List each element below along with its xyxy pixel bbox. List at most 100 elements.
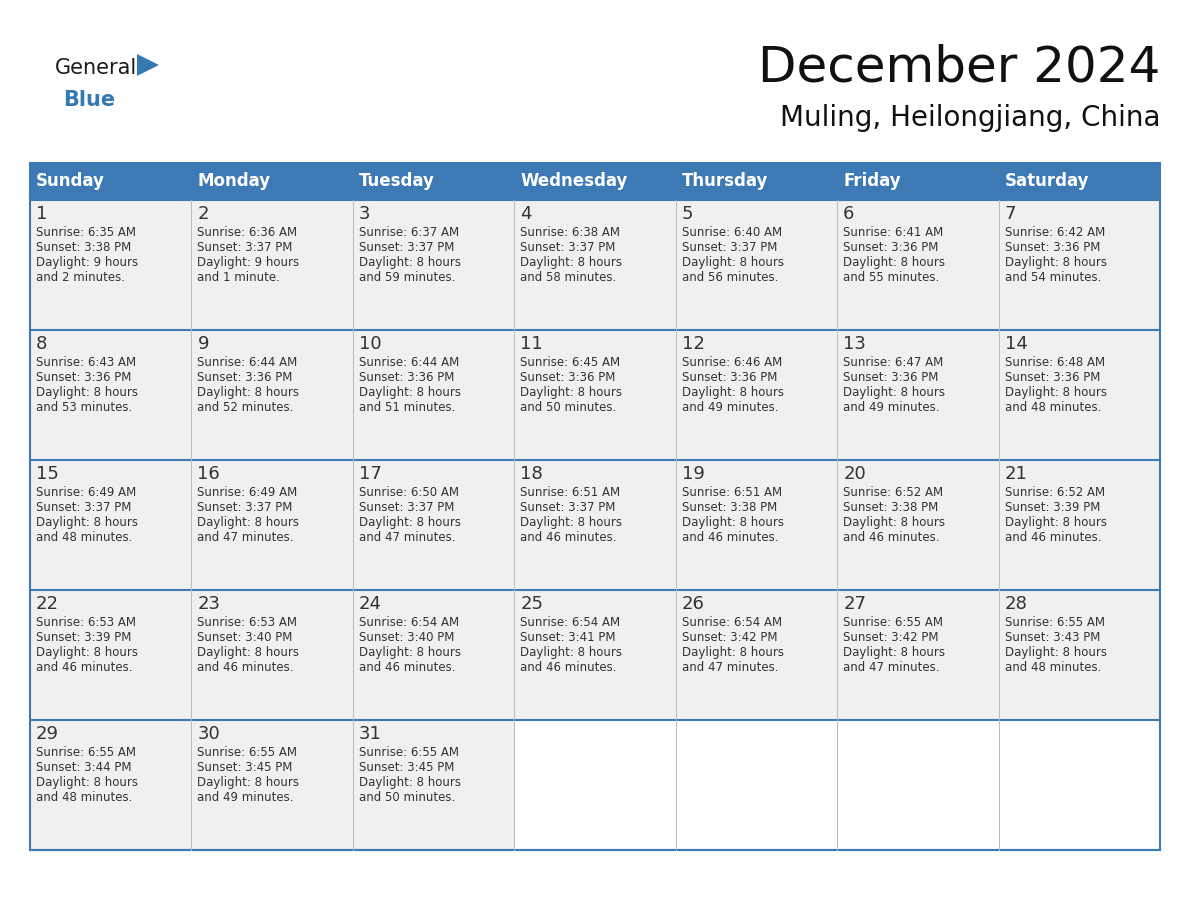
Text: and 56 minutes.: and 56 minutes. (682, 271, 778, 284)
Text: Sunset: 3:44 PM: Sunset: 3:44 PM (36, 761, 132, 774)
Text: and 47 minutes.: and 47 minutes. (682, 661, 778, 674)
Text: Daylight: 8 hours: Daylight: 8 hours (359, 646, 461, 659)
Text: Daylight: 8 hours: Daylight: 8 hours (843, 256, 946, 269)
Text: Sunset: 3:40 PM: Sunset: 3:40 PM (359, 631, 454, 644)
Text: 31: 31 (359, 725, 381, 743)
Text: Sunrise: 6:49 AM: Sunrise: 6:49 AM (197, 486, 298, 499)
Bar (838, 163, 999, 200)
Text: 24: 24 (359, 595, 381, 613)
Text: and 46 minutes.: and 46 minutes. (197, 661, 293, 674)
Text: Sunset: 3:39 PM: Sunset: 3:39 PM (36, 631, 132, 644)
Text: Sunrise: 6:35 AM: Sunrise: 6:35 AM (36, 226, 135, 239)
Text: 22: 22 (36, 595, 59, 613)
Text: and 46 minutes.: and 46 minutes. (1005, 531, 1101, 544)
Text: Sunset: 3:37 PM: Sunset: 3:37 PM (682, 241, 777, 254)
Bar (514, 460, 676, 590)
Text: and 53 minutes.: and 53 minutes. (36, 401, 132, 414)
Text: Daylight: 8 hours: Daylight: 8 hours (359, 516, 461, 529)
Text: Sunrise: 6:38 AM: Sunrise: 6:38 AM (520, 226, 620, 239)
Text: 8: 8 (36, 335, 48, 353)
Text: and 47 minutes.: and 47 minutes. (359, 531, 455, 544)
Bar (676, 200, 838, 330)
Bar (676, 330, 838, 460)
Text: 1: 1 (36, 205, 48, 223)
Text: Sunset: 3:42 PM: Sunset: 3:42 PM (682, 631, 777, 644)
Text: Sunset: 3:36 PM: Sunset: 3:36 PM (359, 371, 454, 384)
Bar (30, 330, 191, 460)
Text: Daylight: 8 hours: Daylight: 8 hours (359, 256, 461, 269)
Text: Sunrise: 6:44 AM: Sunrise: 6:44 AM (359, 356, 459, 369)
Text: Sunset: 3:37 PM: Sunset: 3:37 PM (359, 501, 454, 514)
Bar (514, 163, 676, 200)
Text: Sunrise: 6:46 AM: Sunrise: 6:46 AM (682, 356, 782, 369)
Bar (30, 163, 1159, 850)
Text: Sunrise: 6:53 AM: Sunrise: 6:53 AM (197, 616, 297, 629)
Text: and 46 minutes.: and 46 minutes. (359, 661, 455, 674)
Bar (838, 460, 999, 590)
Bar (30, 163, 191, 200)
Text: Sunrise: 6:50 AM: Sunrise: 6:50 AM (359, 486, 459, 499)
Text: 23: 23 (197, 595, 221, 613)
Text: Daylight: 8 hours: Daylight: 8 hours (197, 776, 299, 789)
Bar (676, 460, 838, 590)
Text: 10: 10 (359, 335, 381, 353)
Bar (353, 590, 514, 720)
Text: Sunset: 3:37 PM: Sunset: 3:37 PM (359, 241, 454, 254)
Text: 14: 14 (1005, 335, 1028, 353)
Bar (353, 720, 514, 850)
Text: Sunrise: 6:41 AM: Sunrise: 6:41 AM (843, 226, 943, 239)
Text: Sunset: 3:36 PM: Sunset: 3:36 PM (1005, 371, 1100, 384)
Text: Sunrise: 6:55 AM: Sunrise: 6:55 AM (197, 746, 297, 759)
Bar (514, 200, 676, 330)
Text: and 51 minutes.: and 51 minutes. (359, 401, 455, 414)
Text: 28: 28 (1005, 595, 1028, 613)
Text: Sunset: 3:38 PM: Sunset: 3:38 PM (682, 501, 777, 514)
Text: and 48 minutes.: and 48 minutes. (36, 791, 132, 804)
Text: Sunset: 3:39 PM: Sunset: 3:39 PM (1005, 501, 1100, 514)
Bar (191, 720, 353, 850)
Text: and 1 minute.: and 1 minute. (197, 271, 280, 284)
Bar (999, 163, 1159, 200)
Text: Daylight: 8 hours: Daylight: 8 hours (197, 646, 299, 659)
Text: 20: 20 (843, 465, 866, 483)
Text: Daylight: 8 hours: Daylight: 8 hours (36, 516, 138, 529)
Text: 11: 11 (520, 335, 543, 353)
Bar (999, 590, 1159, 720)
Bar (676, 163, 838, 200)
Text: and 52 minutes.: and 52 minutes. (197, 401, 293, 414)
Text: Sunrise: 6:55 AM: Sunrise: 6:55 AM (36, 746, 135, 759)
Text: Sunrise: 6:51 AM: Sunrise: 6:51 AM (520, 486, 620, 499)
Text: Sunset: 3:36 PM: Sunset: 3:36 PM (843, 371, 939, 384)
Text: Sunrise: 6:55 AM: Sunrise: 6:55 AM (843, 616, 943, 629)
Bar (353, 163, 514, 200)
Text: Sunset: 3:40 PM: Sunset: 3:40 PM (197, 631, 292, 644)
Text: General: General (55, 58, 138, 78)
Text: Sunset: 3:37 PM: Sunset: 3:37 PM (36, 501, 132, 514)
Text: Sunrise: 6:48 AM: Sunrise: 6:48 AM (1005, 356, 1105, 369)
Text: Sunrise: 6:49 AM: Sunrise: 6:49 AM (36, 486, 137, 499)
Text: Sunday: Sunday (36, 173, 105, 191)
Text: Daylight: 8 hours: Daylight: 8 hours (682, 646, 784, 659)
Text: Sunrise: 6:43 AM: Sunrise: 6:43 AM (36, 356, 137, 369)
Text: Daylight: 8 hours: Daylight: 8 hours (843, 386, 946, 399)
Text: Thursday: Thursday (682, 173, 769, 191)
Bar (514, 330, 676, 460)
Text: Muling, Heilongjiang, China: Muling, Heilongjiang, China (779, 104, 1159, 132)
Text: Daylight: 8 hours: Daylight: 8 hours (843, 646, 946, 659)
Bar (191, 460, 353, 590)
Text: Sunrise: 6:54 AM: Sunrise: 6:54 AM (520, 616, 620, 629)
Text: 27: 27 (843, 595, 866, 613)
Text: Friday: Friday (843, 173, 901, 191)
Text: and 49 minutes.: and 49 minutes. (843, 401, 940, 414)
Text: Daylight: 8 hours: Daylight: 8 hours (520, 646, 623, 659)
Text: Sunrise: 6:45 AM: Sunrise: 6:45 AM (520, 356, 620, 369)
Text: 7: 7 (1005, 205, 1016, 223)
Text: Daylight: 8 hours: Daylight: 8 hours (197, 516, 299, 529)
Text: 17: 17 (359, 465, 381, 483)
Text: Sunset: 3:36 PM: Sunset: 3:36 PM (682, 371, 777, 384)
Text: 9: 9 (197, 335, 209, 353)
Text: 15: 15 (36, 465, 59, 483)
Text: Sunset: 3:37 PM: Sunset: 3:37 PM (197, 501, 292, 514)
Text: Daylight: 8 hours: Daylight: 8 hours (682, 386, 784, 399)
Text: Daylight: 9 hours: Daylight: 9 hours (197, 256, 299, 269)
